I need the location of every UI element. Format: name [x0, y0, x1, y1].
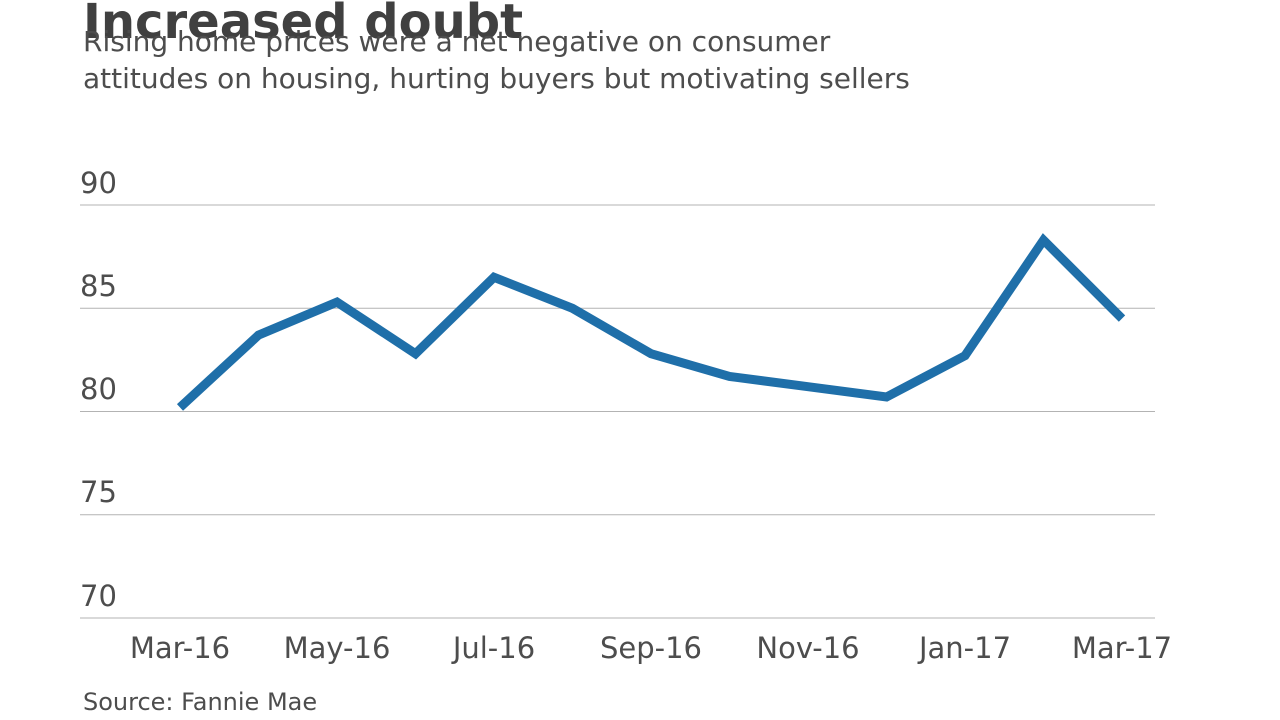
x-axis-label: Mar-16: [129, 631, 231, 665]
y-axis-label: 85: [80, 269, 117, 303]
source-note: Source: Fannie Mae: [83, 688, 318, 716]
subtitle-line: attitudes on housing, hurting buyers but…: [83, 61, 910, 95]
x-axis-label: Sep-16: [599, 631, 703, 665]
y-axis-label: 70: [80, 579, 117, 613]
y-axis-label: 75: [80, 475, 117, 509]
x-axis-label: May-16: [283, 631, 391, 665]
sentiment-line: [176, 233, 1126, 411]
chart-subtitle: Rising home prices were a net negative o…: [83, 24, 910, 98]
x-axis-label: Jul-16: [452, 631, 536, 665]
y-axis-label: 80: [80, 372, 117, 406]
x-axis-label: Jan-17: [918, 631, 1012, 665]
x-axis-label: Mar-17: [1071, 631, 1173, 665]
y-axis-label: 90: [80, 166, 117, 200]
chart-title: Increased doubt: [83, 0, 524, 51]
gridlines: [80, 204, 1155, 619]
subtitle-line: Rising home prices were a net negative o…: [83, 25, 831, 58]
x-axis-label: Nov-16: [756, 631, 860, 665]
